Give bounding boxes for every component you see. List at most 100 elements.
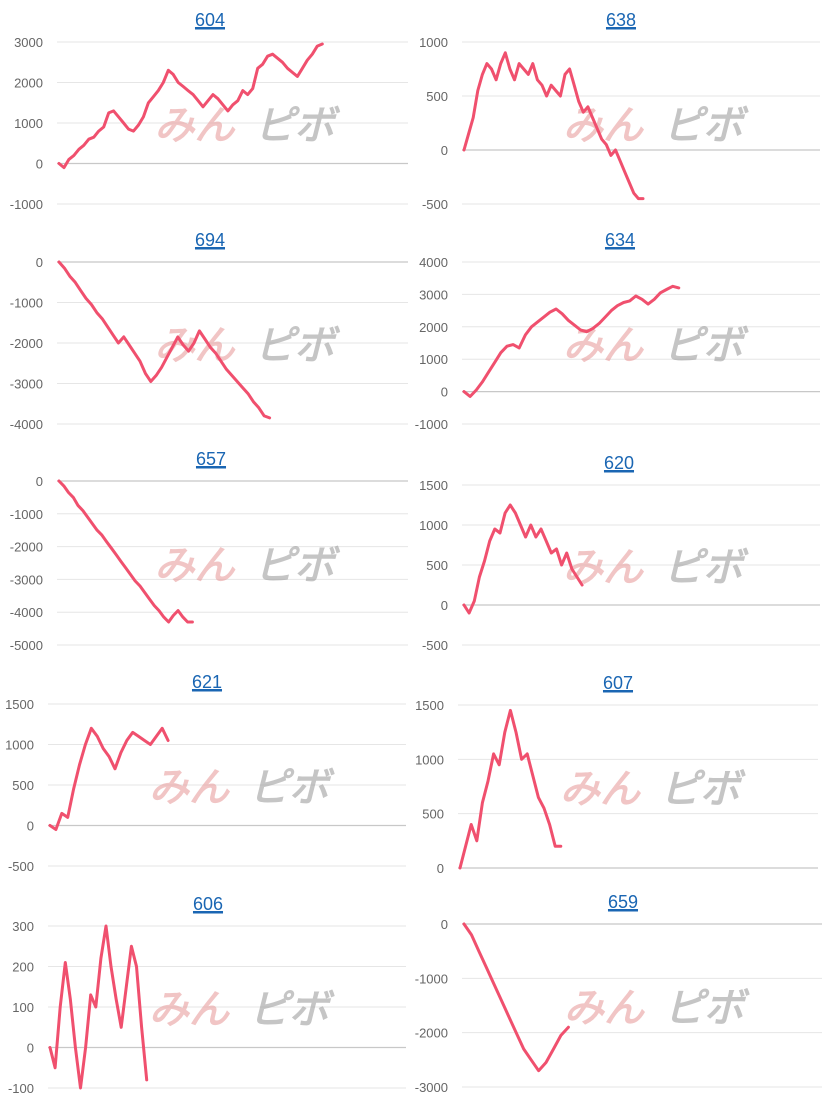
chart-title-link[interactable]: 620 [604,453,634,473]
y-tick-label: -3000 [415,1080,448,1095]
y-tick-label: -100 [8,1081,34,1096]
watermark-logo: ピボ [664,987,750,1031]
y-tick-label: -2000 [10,540,43,555]
watermark-logo: ピボ [255,324,341,368]
y-tick-label: 0 [27,819,34,834]
chart-panel-634: 634 4000 3000 2000 1000 0 -1000 みん ピボ [415,230,820,432]
series-line [462,922,570,1073]
y-tick-label: -2000 [10,336,43,351]
watermark-logo: ピボ [663,324,749,368]
chart-title-link[interactable]: 607 [603,673,633,693]
y-tick-label: 500 [426,558,448,573]
y-tick-label: 0 [441,143,448,158]
chart-panel-659: 659 0 -1000 -2000 -3000 みん ピボ [415,892,822,1095]
y-tick-label: 1000 [5,738,34,753]
y-tick-label: -1000 [415,417,448,432]
chart-panel-620: 620 1500 1000 500 0 -500 みん ピボ [419,453,820,653]
y-tick-label: -500 [422,197,448,212]
y-tick-label: 0 [441,917,448,932]
y-tick-label: 1000 [419,352,448,367]
chart-title-link[interactable]: 606 [193,894,223,914]
watermark-logo: みん [564,987,646,1031]
chart-title-link[interactable]: 621 [192,672,222,692]
y-tick-label: 200 [12,960,34,975]
series-line [57,260,272,420]
y-tick-label: -500 [8,859,34,874]
y-tick-label: 100 [12,1000,34,1015]
y-tick-label: -4000 [10,605,43,620]
watermark-logo: ピボ [255,104,341,148]
y-tick-label: -3000 [10,572,43,587]
y-tick-label: 3000 [14,35,43,50]
watermark-logo: みん [155,544,237,588]
y-tick-label: 0 [36,255,43,270]
chart-title-link[interactable]: 657 [196,449,226,469]
watermark-logo: ピボ [249,766,335,810]
series-line [48,924,149,1090]
y-tick-label: -1000 [415,971,448,986]
y-tick-label: 2000 [419,320,448,335]
y-tick-label: 1500 [419,478,448,493]
chart-panel-621: 621 1500 1000 500 0 -500 みん ピボ [5,672,406,874]
watermark-logo: ピボ [249,988,335,1032]
y-tick-label: -1000 [10,197,43,212]
y-tick-label: 4000 [419,255,448,270]
y-tick-label: 3000 [419,287,448,302]
y-tick-label: -1000 [10,507,43,522]
y-tick-label: 1500 [5,697,34,712]
watermark-logo: みん [155,324,237,368]
chart-title-link[interactable]: 638 [606,10,636,30]
chart-title-link[interactable]: 604 [195,10,225,30]
chart-title-link[interactable]: 659 [608,892,638,912]
series-line [57,479,194,624]
series-line [57,42,324,170]
chart-panel-606: 606 300 200 100 0 -100 みん ピボ [8,894,406,1096]
y-tick-label: 1000 [419,518,448,533]
watermark-logo: みん [149,988,231,1032]
watermark-logo: みん [149,766,231,810]
chart-panel-657: 657 0 -1000 -2000 -3000 -4000 -5000 みん ピボ [10,449,408,653]
series-line [462,51,645,201]
y-tick-label: -3000 [10,377,43,392]
y-tick-label: 1000 [14,116,43,131]
y-tick-label: -2000 [415,1026,448,1041]
y-tick-label: 1500 [415,698,444,713]
series-line [462,284,681,398]
y-tick-label: 500 [12,778,34,793]
watermark-logo: みん [560,768,642,812]
series-line [458,708,563,870]
watermark-logo: みん [563,546,645,590]
chart-title-link[interactable]: 694 [195,230,225,250]
y-tick-label: -4000 [10,417,43,432]
y-tick-label: -1000 [10,296,43,311]
y-tick-label: 0 [36,474,43,489]
y-tick-label: -500 [422,638,448,653]
series-line [48,726,170,831]
series-line [462,503,584,615]
y-tick-label: -5000 [10,638,43,653]
y-tick-label: 500 [422,807,444,822]
chart-panel-604: 604 3000 2000 1000 0 -1000 みん ピボ [10,10,408,212]
watermark-logo: ピボ [255,544,341,588]
watermark-logo: みん [155,104,237,148]
y-tick-label: 0 [36,157,43,172]
watermark-logo: ピボ [663,104,749,148]
y-tick-label: 300 [12,919,34,934]
watermark-logo: ピボ [660,768,746,812]
watermark-logo: みん [563,324,645,368]
chart-panel-694: 694 0 -1000 -2000 -3000 -4000 みん ピボ [10,230,408,432]
y-tick-label: 500 [426,89,448,104]
y-tick-label: 0 [437,861,444,876]
chart-title-link[interactable]: 634 [605,230,635,250]
watermark-logo: ピボ [663,546,749,590]
y-tick-label: 2000 [14,76,43,91]
y-tick-label: 1000 [419,35,448,50]
y-tick-label: 0 [441,598,448,613]
chart-panel-607: 607 1500 1000 500 0 みん ピボ [415,673,818,876]
y-tick-label: 1000 [415,752,444,767]
y-tick-label: 0 [27,1041,34,1056]
y-tick-label: 0 [441,385,448,400]
